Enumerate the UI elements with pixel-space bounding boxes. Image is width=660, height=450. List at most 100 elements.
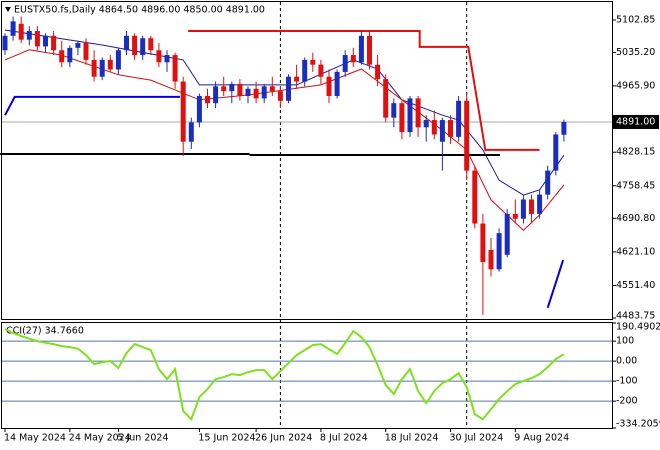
candle-body <box>59 50 65 63</box>
main-panel-frame <box>1 1 613 320</box>
x-tick-label: 18 Jul 2024 <box>385 433 439 444</box>
candle-body <box>553 134 559 171</box>
y-tick-label: 4690.80 <box>616 213 655 224</box>
y-tick-label: 0.00 <box>616 356 637 367</box>
indicator-title: CCI(27) 34.7660 <box>6 326 84 337</box>
candle-body <box>415 98 421 128</box>
x-tick-label: 30 Jul 2024 <box>450 433 504 444</box>
x-tick-label: 9 Aug 2024 <box>514 433 569 444</box>
x-tick-label: 14 May 2024 <box>4 433 66 444</box>
candle-body <box>26 30 32 40</box>
y-tick-label: 4758.45 <box>616 180 655 191</box>
candle-body <box>512 213 518 219</box>
candle-body <box>520 199 526 219</box>
candle-body <box>51 35 57 51</box>
candle-body <box>205 95 210 104</box>
y-tick-label: 5035.20 <box>616 47 655 58</box>
candle-body <box>188 122 194 142</box>
candle-body <box>2 35 8 51</box>
candle-body <box>172 55 178 82</box>
candle-body <box>10 21 16 36</box>
candle-body <box>358 35 364 63</box>
candle-body <box>43 35 48 47</box>
y-tick-label: -100 <box>616 376 638 387</box>
candle-body <box>326 76 332 96</box>
candle-body <box>67 47 73 63</box>
candle-body <box>318 64 324 77</box>
candle-body <box>75 43 81 48</box>
candle-body <box>496 233 502 270</box>
candle-body <box>537 194 543 214</box>
candle-body <box>124 35 129 51</box>
last-price-tag <box>613 114 659 129</box>
candle-body <box>83 43 89 60</box>
candle-body <box>391 103 397 118</box>
candle-body <box>132 35 138 56</box>
chart-title: EUSTX50.fs,Daily 4864.50 4896.00 4850.00… <box>14 5 265 16</box>
candle-body <box>561 121 567 135</box>
y-tick-label: 4483.75 <box>616 311 655 322</box>
candle-body <box>261 86 267 99</box>
candle-body <box>350 55 356 63</box>
last-price-box <box>613 114 659 129</box>
candle-body <box>107 59 113 70</box>
candle-body <box>431 120 437 135</box>
candle-body <box>237 83 243 96</box>
candle-body <box>196 95 202 123</box>
candle-body <box>286 76 291 101</box>
candle-body <box>342 55 348 72</box>
candle-body <box>148 38 154 51</box>
candle-body <box>213 86 219 104</box>
candle-body <box>34 30 40 47</box>
candle-body <box>407 98 413 133</box>
candle-body <box>545 170 551 195</box>
candle-body <box>229 83 235 92</box>
overlay-line <box>546 259 565 309</box>
candle-body <box>383 79 389 118</box>
candle-body <box>294 76 300 82</box>
candle-body <box>91 59 97 77</box>
candle-body <box>221 86 227 92</box>
candle-body <box>140 38 146 56</box>
candle-body <box>269 86 275 92</box>
candle-body <box>448 120 453 137</box>
y-tick-label: -200 <box>616 396 638 407</box>
y-tick-label: 5102.85 <box>616 14 655 25</box>
x-tick-label: 15 Jun 2024 <box>198 433 255 444</box>
candle-body <box>180 81 186 142</box>
candle-body <box>480 223 486 263</box>
candle-body <box>529 199 534 214</box>
x-tick-label: 26 Jun 2024 <box>255 433 312 444</box>
candle-body <box>99 59 105 77</box>
candle-body <box>367 35 372 65</box>
y-tick-label: 4621.10 <box>616 246 655 257</box>
x-tick-label: 8 Jul 2024 <box>320 433 368 444</box>
indicator-line <box>4 328 565 422</box>
indicator-panel-frame <box>1 322 613 429</box>
overlay-line <box>188 30 540 151</box>
menu-arrow <box>5 7 11 12</box>
y-tick-label: 4965.90 <box>616 80 655 91</box>
overlay-line <box>4 95 180 116</box>
candle-body <box>504 213 510 255</box>
candle-body <box>456 100 462 137</box>
y-tick-label: 100 <box>616 336 634 347</box>
candle-body <box>18 23 24 40</box>
candle-body <box>464 100 470 171</box>
candle-body <box>253 88 259 99</box>
candle-body <box>488 250 494 270</box>
y-tick-label: -334.2059 <box>616 419 660 430</box>
candle-body <box>302 59 308 82</box>
x-tick-label: 24 May 2024 <box>69 433 131 444</box>
candle-body <box>472 170 478 224</box>
candle-body <box>245 88 251 96</box>
y-tick-label: 4828.15 <box>616 147 655 158</box>
candle-body <box>310 59 316 65</box>
candle-body <box>375 64 381 80</box>
candle-body <box>156 50 162 63</box>
y-tick-label: 4551.40 <box>616 280 655 291</box>
candle-body <box>164 55 170 63</box>
last-price-label: 4891.00 <box>616 116 655 127</box>
